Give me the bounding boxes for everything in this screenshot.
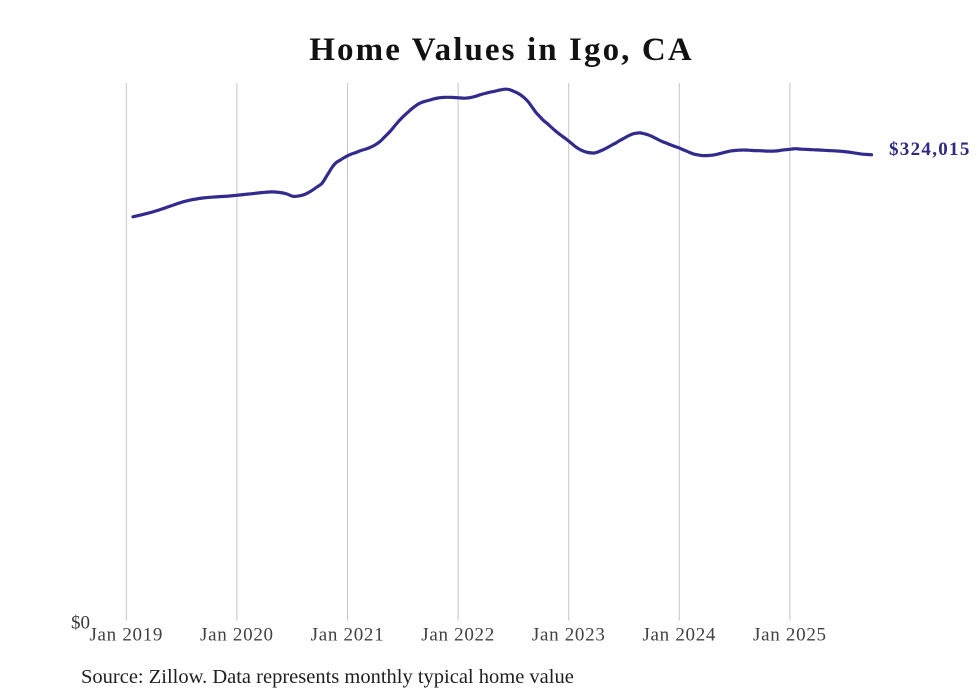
svg-text:Home Values in Igo, CA: Home Values in Igo, CA (309, 32, 694, 68)
svg-text:Jan 2020: Jan 2020 (200, 625, 274, 646)
svg-text:Jan 2019: Jan 2019 (89, 625, 163, 646)
svg-text:Jan 2025: Jan 2025 (753, 625, 827, 646)
svg-text:Jan 2024: Jan 2024 (642, 625, 716, 646)
svg-text:$324,015: $324,015 (889, 139, 971, 160)
svg-text:$0: $0 (71, 613, 90, 634)
svg-text:Source: Zillow. Data represent: Source: Zillow. Data represents monthly … (81, 666, 574, 688)
svg-text:Jan 2022: Jan 2022 (421, 625, 495, 646)
svg-text:Jan 2023: Jan 2023 (532, 625, 606, 646)
svg-text:Jan 2021: Jan 2021 (311, 625, 385, 646)
